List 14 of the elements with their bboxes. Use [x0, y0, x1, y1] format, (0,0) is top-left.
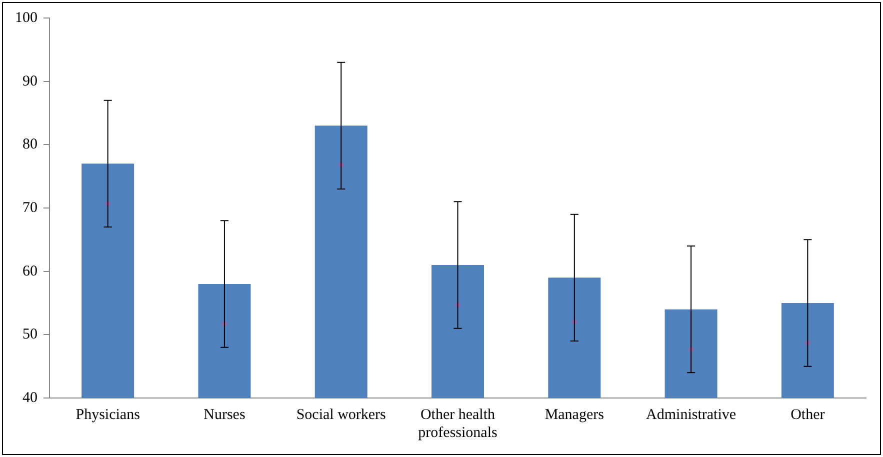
x-tick-label: Social workers [296, 406, 386, 423]
y-tick-label: 50 [22, 326, 38, 343]
y-tick-label: 70 [22, 200, 38, 216]
y-tick-label: 60 [22, 263, 38, 280]
y-tick-label: 100 [15, 10, 38, 26]
x-tick-label: Administrative [646, 406, 736, 423]
y-tick-label: 80 [22, 136, 38, 153]
x-tick-label: Managers [544, 406, 604, 423]
y-tick-label: 40 [22, 390, 38, 406]
y-tick-label: 90 [22, 73, 38, 90]
x-tick-label: Other [790, 406, 825, 423]
x-tick-label: Other health professionals [418, 406, 498, 441]
x-tick-label: Nurses [204, 406, 246, 423]
x-tick-label: Physicians [76, 406, 140, 423]
